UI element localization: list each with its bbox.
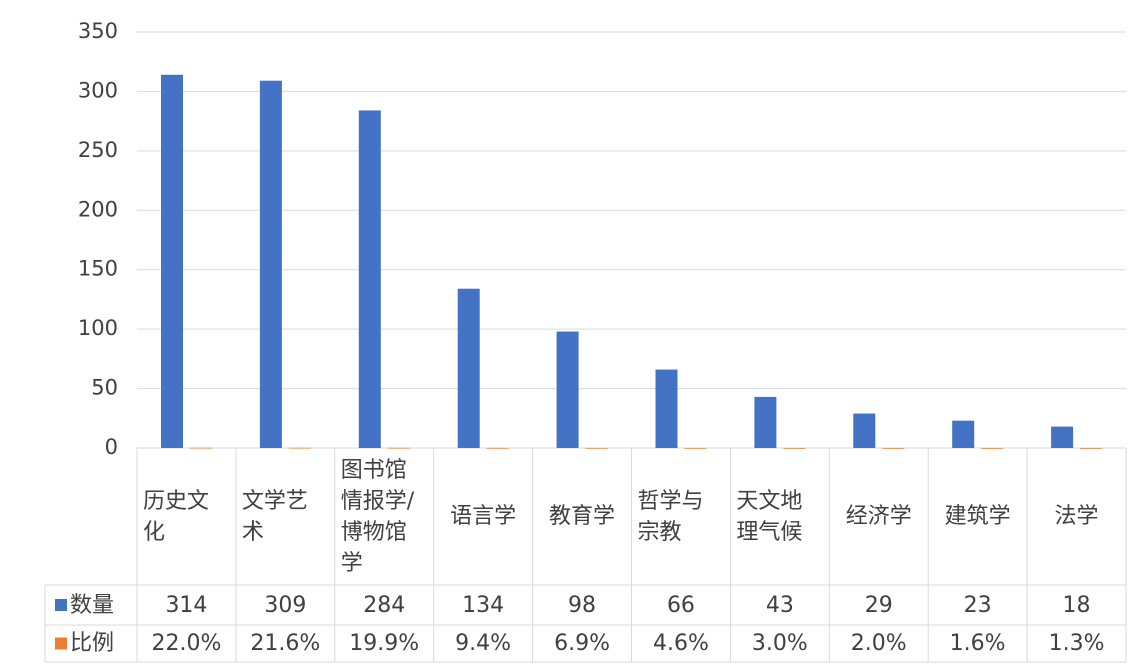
data-table-value: 134 (462, 592, 505, 618)
bar (358, 110, 381, 449)
category-label: 教育学 (549, 504, 616, 529)
data-table-value: 43 (765, 592, 794, 618)
bar (556, 331, 579, 448)
category-label: 文学艺术 (241, 488, 308, 545)
data-table-value: 98 (568, 592, 597, 618)
category-label: 历史文化 (143, 488, 210, 545)
legend-swatch (55, 599, 67, 611)
category-label: 语言学 (450, 504, 517, 529)
data-table-value: 66 (666, 592, 695, 618)
bar (655, 369, 678, 448)
bar (457, 288, 480, 448)
category-label: 天文地理气候 (736, 488, 803, 545)
data-table-value: 309 (264, 592, 307, 618)
bar (486, 447, 509, 449)
y-tick-label: 100 (78, 316, 118, 340)
category-label: 建筑学 (944, 504, 1011, 529)
data-table-value: 18 (1062, 592, 1091, 618)
y-tick-label: 350 (78, 19, 118, 43)
category-label: 图书馆情报学/博物馆学 (340, 457, 415, 576)
bar (387, 447, 410, 449)
category-label: 经济学 (845, 504, 912, 529)
bar (288, 447, 311, 449)
data-table-value: 1.3% (1048, 631, 1105, 656)
data-table-value: 29 (864, 592, 893, 618)
bar (952, 420, 975, 448)
bar (1051, 426, 1074, 448)
y-tick-label: 250 (78, 138, 118, 162)
legend-swatch (55, 637, 67, 650)
bar (190, 447, 212, 449)
data-table-value: 314 (165, 592, 208, 618)
data-table-value: 4.6% (652, 631, 709, 656)
y-tick-label: 150 (78, 257, 118, 281)
category-label: 哲学与宗教 (637, 488, 704, 545)
bar (259, 80, 282, 448)
y-tick-label: 0 (105, 435, 118, 459)
bar (684, 447, 707, 449)
bar (585, 447, 608, 449)
bar (783, 447, 806, 449)
data-table-value: 9.4% (455, 631, 512, 656)
y-tick-label: 300 (78, 78, 118, 102)
bar (754, 396, 777, 448)
data-table-value: 284 (363, 592, 406, 618)
data-table-value: 3.0% (751, 631, 808, 656)
bar (161, 74, 183, 448)
bar (1080, 447, 1103, 449)
legend-label: 数量 (70, 592, 115, 618)
category-label: 法学 (1054, 504, 1099, 529)
data-table-value: 2.0% (850, 631, 907, 656)
bar (882, 447, 905, 449)
bar (853, 413, 876, 448)
data-table-value: 1.6% (949, 631, 1006, 656)
y-tick-label: 50 (91, 376, 118, 400)
y-tick-label: 200 (78, 197, 118, 221)
data-table-value: 22.0% (151, 631, 222, 656)
legend-label: 比例 (70, 631, 115, 656)
data-table-value: 21.6% (250, 631, 321, 656)
bar (981, 447, 1004, 449)
data-table-value: 6.9% (554, 631, 610, 656)
data-table-value: 23 (963, 592, 992, 618)
data-table-value: 19.9% (349, 631, 420, 656)
